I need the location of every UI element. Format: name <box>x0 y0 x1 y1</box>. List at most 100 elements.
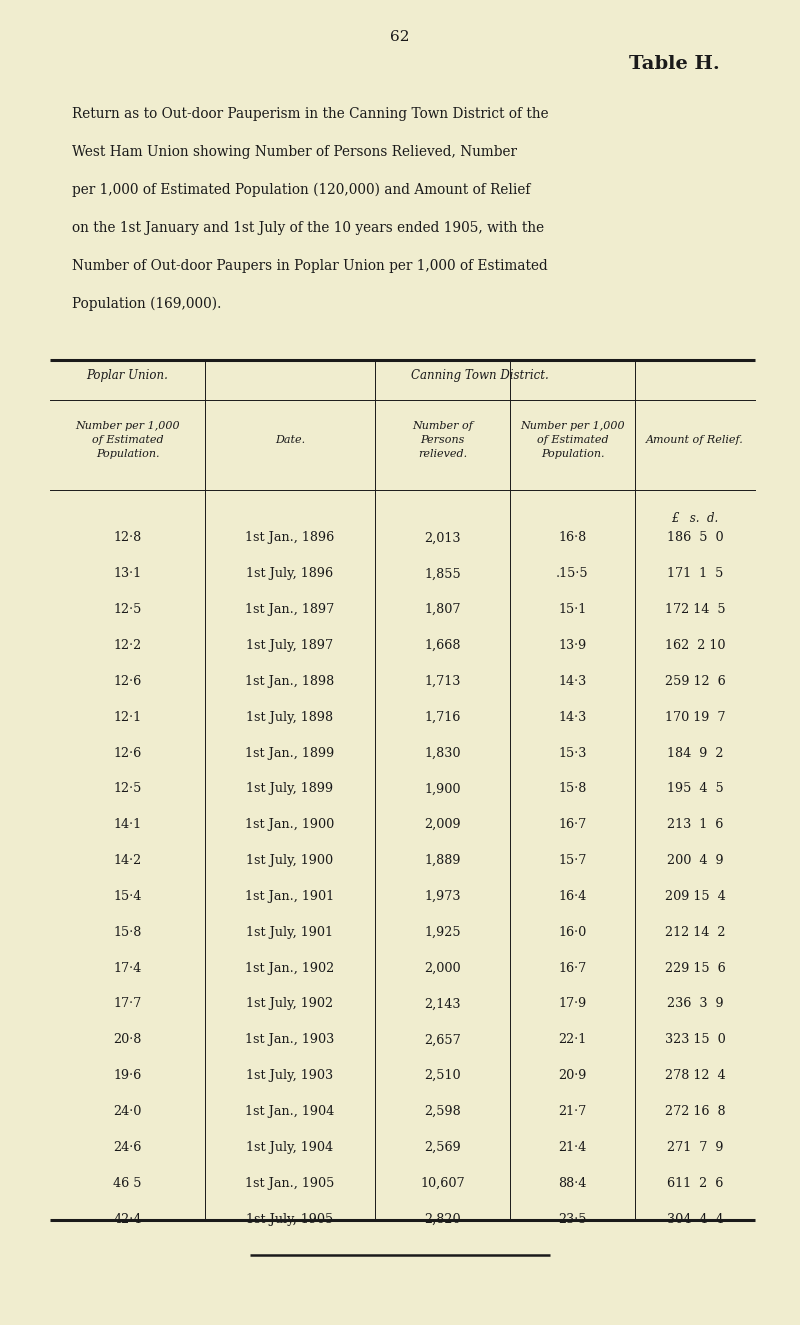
Text: 13·1: 13·1 <box>114 567 142 580</box>
Text: 1st Jan., 1896: 1st Jan., 1896 <box>246 531 334 545</box>
Text: 304  4  4: 304 4 4 <box>666 1212 723 1226</box>
Text: 46 5: 46 5 <box>114 1177 142 1190</box>
Text: 1st July, 1899: 1st July, 1899 <box>246 782 334 795</box>
Text: per 1,000 of Estimated Population (120,000) and Amount of Relief: per 1,000 of Estimated Population (120,0… <box>72 183 530 197</box>
Text: 17·4: 17·4 <box>114 962 142 975</box>
Text: 611  2  6: 611 2 6 <box>667 1177 723 1190</box>
Text: 1st Jan., 1903: 1st Jan., 1903 <box>246 1034 334 1047</box>
Text: 1,668: 1,668 <box>424 639 461 652</box>
Text: 15·3: 15·3 <box>558 746 586 759</box>
Text: Canning Town District.: Canning Town District. <box>411 370 549 383</box>
Text: 17·7: 17·7 <box>114 998 142 1011</box>
Text: 195  4  5: 195 4 5 <box>666 782 723 795</box>
Text: 1st Jan., 1898: 1st Jan., 1898 <box>246 674 334 688</box>
Text: 323 15  0: 323 15 0 <box>665 1034 726 1047</box>
Text: Population (169,000).: Population (169,000). <box>72 297 222 311</box>
Text: 1st Jan., 1901: 1st Jan., 1901 <box>246 890 334 902</box>
Text: 14·3: 14·3 <box>558 674 586 688</box>
Text: 12·1: 12·1 <box>114 710 142 723</box>
Text: 12·2: 12·2 <box>114 639 142 652</box>
Text: 172 14  5: 172 14 5 <box>665 603 726 616</box>
Text: 1st Jan., 1900: 1st Jan., 1900 <box>246 819 334 831</box>
Text: 212 14  2: 212 14 2 <box>665 926 726 939</box>
Text: 16·7: 16·7 <box>558 962 586 975</box>
Text: 1st July, 1901: 1st July, 1901 <box>246 926 334 939</box>
Text: Return as to Out-door Pauperism in the Canning Town District of the: Return as to Out-door Pauperism in the C… <box>72 107 549 121</box>
Text: 22·1: 22·1 <box>558 1034 586 1047</box>
Text: 1,925: 1,925 <box>424 926 461 939</box>
Text: 14·2: 14·2 <box>114 855 142 867</box>
Text: 1st Jan., 1904: 1st Jan., 1904 <box>246 1105 334 1118</box>
Text: 213  1  6: 213 1 6 <box>667 819 723 831</box>
Text: 1st Jan., 1902: 1st Jan., 1902 <box>246 962 334 975</box>
Text: 1st July, 1896: 1st July, 1896 <box>246 567 334 580</box>
Text: 88·4: 88·4 <box>558 1177 586 1190</box>
Text: 1st July, 1897: 1st July, 1897 <box>246 639 334 652</box>
Text: 1st July, 1903: 1st July, 1903 <box>246 1069 334 1083</box>
Text: 23·5: 23·5 <box>558 1212 586 1226</box>
Text: 2,510: 2,510 <box>424 1069 461 1083</box>
Text: 12·8: 12·8 <box>114 531 142 545</box>
Text: 15·4: 15·4 <box>114 890 142 902</box>
Text: 2,000: 2,000 <box>424 962 461 975</box>
Text: 2,820: 2,820 <box>424 1212 461 1226</box>
Text: Amount of Relief.: Amount of Relief. <box>646 435 744 445</box>
Text: 1,889: 1,889 <box>424 855 461 867</box>
Text: 15·8: 15·8 <box>114 926 142 939</box>
Text: 21·4: 21·4 <box>558 1141 586 1154</box>
Text: 171  1  5: 171 1 5 <box>667 567 723 580</box>
Text: 14·1: 14·1 <box>114 819 142 831</box>
Text: 2,598: 2,598 <box>424 1105 461 1118</box>
Text: 1st July, 1904: 1st July, 1904 <box>246 1141 334 1154</box>
Text: 1st July, 1900: 1st July, 1900 <box>246 855 334 867</box>
Text: 2,569: 2,569 <box>424 1141 461 1154</box>
Text: 12·5: 12·5 <box>114 603 142 616</box>
Text: 1st July, 1902: 1st July, 1902 <box>246 998 334 1011</box>
Text: Number of Out-door Paupers in Poplar Union per 1,000 of Estimated: Number of Out-door Paupers in Poplar Uni… <box>72 258 548 273</box>
Text: 15·7: 15·7 <box>558 855 586 867</box>
Text: 21·7: 21·7 <box>558 1105 586 1118</box>
Text: 16·8: 16·8 <box>558 531 586 545</box>
Text: 24·6: 24·6 <box>114 1141 142 1154</box>
Text: 2,013: 2,013 <box>424 531 461 545</box>
Text: 1st Jan., 1899: 1st Jan., 1899 <box>246 746 334 759</box>
Text: 10,607: 10,607 <box>420 1177 465 1190</box>
Text: Number per 1,000
of Estimated
Population.: Number per 1,000 of Estimated Population… <box>520 421 625 458</box>
Text: 13·9: 13·9 <box>558 639 586 652</box>
Text: Date.: Date. <box>275 435 305 445</box>
Text: 2,143: 2,143 <box>424 998 461 1011</box>
Text: 20·8: 20·8 <box>114 1034 142 1047</box>
Text: 272 16  8: 272 16 8 <box>665 1105 726 1118</box>
Text: on the 1st January and 1st July of the 10 years ended 1905, with the: on the 1st January and 1st July of the 1… <box>72 221 544 235</box>
Text: 170 19  7: 170 19 7 <box>665 710 726 723</box>
Text: West Ham Union showing Number of Persons Relieved, Number: West Ham Union showing Number of Persons… <box>72 144 517 159</box>
Text: 1,807: 1,807 <box>424 603 461 616</box>
Text: 16·7: 16·7 <box>558 819 586 831</box>
Text: 62: 62 <box>390 30 410 44</box>
Text: 1,713: 1,713 <box>424 674 461 688</box>
Text: 1,900: 1,900 <box>424 782 461 795</box>
Text: 2,657: 2,657 <box>424 1034 461 1047</box>
Text: 186  5  0: 186 5 0 <box>666 531 723 545</box>
Text: 20·9: 20·9 <box>558 1069 586 1083</box>
Text: 1,973: 1,973 <box>424 890 461 902</box>
Text: 259 12  6: 259 12 6 <box>665 674 726 688</box>
Text: 12·6: 12·6 <box>114 746 142 759</box>
Text: 236  3  9: 236 3 9 <box>666 998 723 1011</box>
Text: 184  9  2: 184 9 2 <box>666 746 723 759</box>
Text: Number of
Persons
relieved.: Number of Persons relieved. <box>412 421 473 458</box>
Text: £   s.  d.: £ s. d. <box>671 511 718 525</box>
Text: 16·0: 16·0 <box>558 926 586 939</box>
Text: 209 15  4: 209 15 4 <box>665 890 726 902</box>
Text: 19·6: 19·6 <box>114 1069 142 1083</box>
Text: 1st July, 1898: 1st July, 1898 <box>246 710 334 723</box>
Text: 12·5: 12·5 <box>114 782 142 795</box>
Text: Poplar Union.: Poplar Union. <box>86 370 169 383</box>
Text: 1,855: 1,855 <box>424 567 461 580</box>
Text: 15·8: 15·8 <box>558 782 586 795</box>
Text: 229 15  6: 229 15 6 <box>665 962 726 975</box>
Text: 1,830: 1,830 <box>424 746 461 759</box>
Text: 1,716: 1,716 <box>424 710 461 723</box>
Text: 42·4: 42·4 <box>114 1212 142 1226</box>
Text: 12·6: 12·6 <box>114 674 142 688</box>
